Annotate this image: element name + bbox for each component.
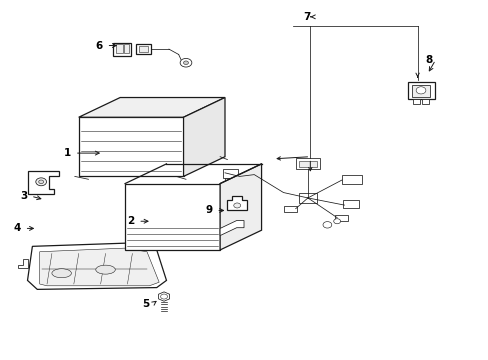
Polygon shape xyxy=(220,221,244,235)
Circle shape xyxy=(183,61,188,64)
Circle shape xyxy=(323,222,331,228)
FancyBboxPatch shape xyxy=(112,103,124,111)
Ellipse shape xyxy=(96,265,115,274)
FancyBboxPatch shape xyxy=(299,193,316,203)
Circle shape xyxy=(160,294,167,299)
FancyBboxPatch shape xyxy=(139,46,148,52)
FancyBboxPatch shape xyxy=(167,102,173,106)
FancyBboxPatch shape xyxy=(113,42,131,55)
FancyBboxPatch shape xyxy=(341,175,361,184)
Ellipse shape xyxy=(52,269,71,278)
Polygon shape xyxy=(183,98,224,176)
FancyBboxPatch shape xyxy=(123,44,129,53)
FancyBboxPatch shape xyxy=(299,161,316,167)
Polygon shape xyxy=(27,171,59,194)
FancyBboxPatch shape xyxy=(135,192,161,207)
Text: 1: 1 xyxy=(64,148,71,158)
FancyBboxPatch shape xyxy=(412,99,419,104)
FancyBboxPatch shape xyxy=(165,101,176,107)
Circle shape xyxy=(415,87,425,94)
FancyBboxPatch shape xyxy=(422,99,428,104)
FancyBboxPatch shape xyxy=(114,105,121,109)
Text: 2: 2 xyxy=(127,216,135,226)
Polygon shape xyxy=(79,98,224,117)
FancyBboxPatch shape xyxy=(116,44,122,53)
FancyBboxPatch shape xyxy=(136,44,151,54)
Text: 7: 7 xyxy=(303,12,310,22)
Circle shape xyxy=(333,219,340,224)
Text: 5: 5 xyxy=(142,299,149,309)
Polygon shape xyxy=(27,243,166,289)
Text: 6: 6 xyxy=(96,41,103,50)
FancyBboxPatch shape xyxy=(283,206,297,212)
Polygon shape xyxy=(227,196,246,211)
FancyBboxPatch shape xyxy=(334,215,347,221)
Text: 9: 9 xyxy=(205,206,212,216)
Circle shape xyxy=(36,178,46,186)
Text: 8: 8 xyxy=(424,55,431,65)
FancyBboxPatch shape xyxy=(222,169,238,178)
Polygon shape xyxy=(125,184,220,250)
Polygon shape xyxy=(79,117,183,176)
Polygon shape xyxy=(158,292,169,301)
FancyBboxPatch shape xyxy=(411,85,429,97)
FancyBboxPatch shape xyxy=(407,82,434,99)
Circle shape xyxy=(233,203,240,208)
Circle shape xyxy=(39,180,43,184)
FancyBboxPatch shape xyxy=(224,178,233,181)
Circle shape xyxy=(180,58,191,67)
Text: 3: 3 xyxy=(20,191,27,201)
FancyBboxPatch shape xyxy=(342,200,358,208)
FancyBboxPatch shape xyxy=(295,158,320,169)
Polygon shape xyxy=(40,248,159,286)
Text: 4: 4 xyxy=(14,224,21,233)
Polygon shape xyxy=(18,259,27,268)
Polygon shape xyxy=(220,164,261,250)
